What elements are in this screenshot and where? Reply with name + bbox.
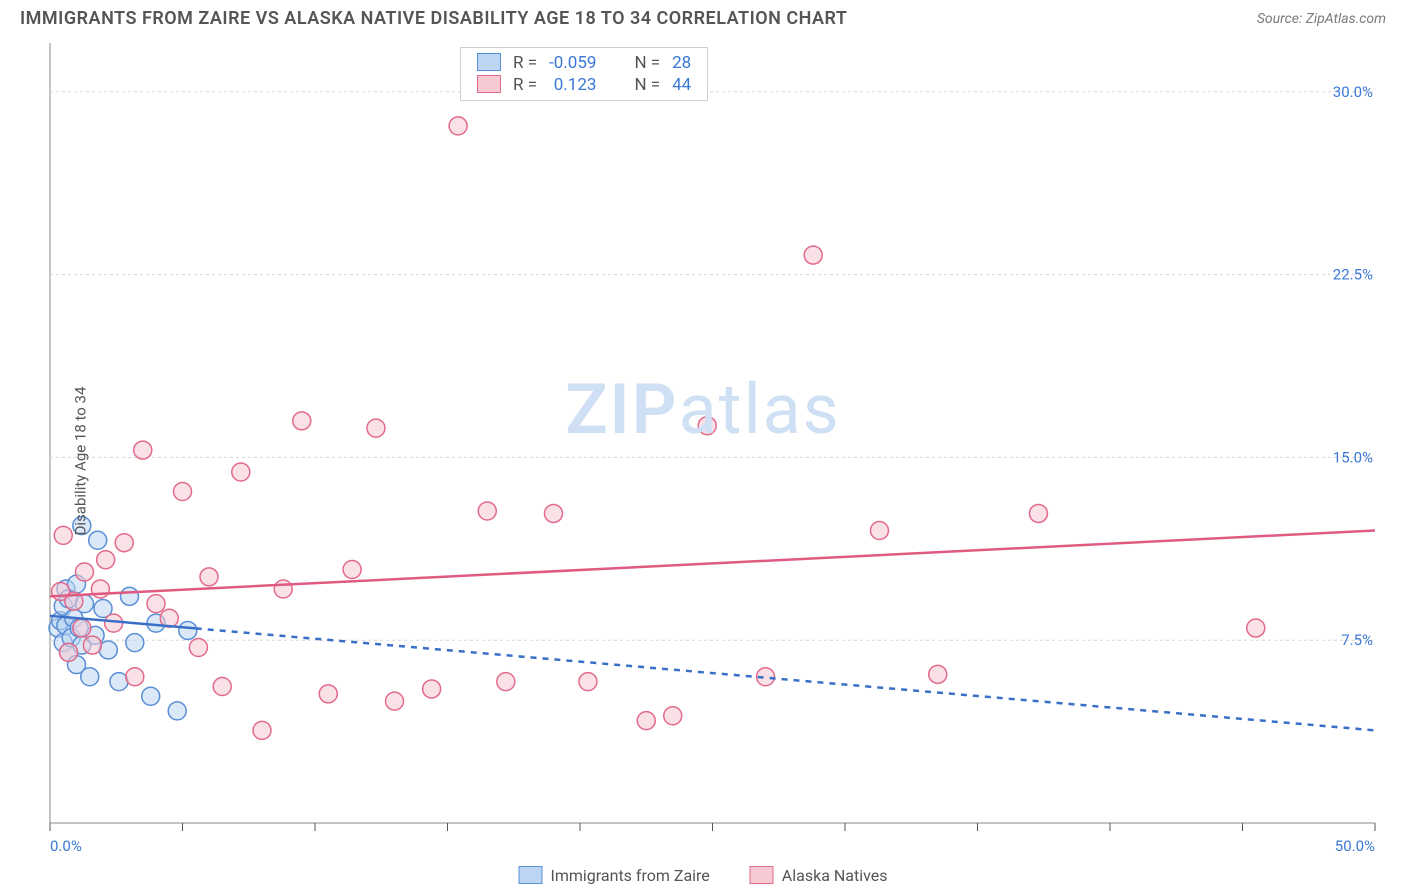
scatter-point <box>545 504 563 522</box>
scatter-point <box>189 639 207 657</box>
scatter-point <box>81 668 99 686</box>
legend-label: Immigrants from Zaire <box>551 866 710 885</box>
chart-svg: 0.0% 50.0% 7.5% 15.0% 22.5% 30.0% <box>0 33 1406 853</box>
scatter-point <box>89 531 107 549</box>
source-credit: Source: ZipAtlas.com <box>1257 11 1386 27</box>
stats-swatch <box>477 53 501 71</box>
svg-text:22.5%: 22.5% <box>1333 266 1373 284</box>
stats-r-label: R = <box>507 52 543 74</box>
scatter-point <box>579 673 597 691</box>
legend-label: Alaska Natives <box>782 866 888 885</box>
series-alaska <box>52 117 1265 740</box>
scatter-point <box>637 712 655 730</box>
svg-text:30.0%: 30.0% <box>1333 83 1373 101</box>
scatter-point <box>870 522 888 540</box>
scatter-point <box>174 483 192 501</box>
scatter-point <box>97 551 115 569</box>
scatter-point <box>126 634 144 652</box>
scatter-point <box>213 678 231 696</box>
stats-swatch <box>477 75 501 93</box>
chart-title: IMMIGRANTS FROM ZAIRE VS ALASKA NATIVE D… <box>20 8 848 29</box>
scatter-point <box>200 568 218 586</box>
scatter-point <box>253 721 271 739</box>
scatter-point <box>168 702 186 720</box>
scatter-point <box>274 580 292 598</box>
scatter-point <box>179 621 197 639</box>
stats-n-value: 44 <box>666 74 697 96</box>
scatter-point <box>1247 619 1265 637</box>
svg-text:0.0%: 0.0% <box>50 837 82 853</box>
scatter-point <box>75 563 93 581</box>
scatter-point <box>232 463 250 481</box>
scatter-point <box>449 117 467 135</box>
trend-line-alaska <box>50 531 1375 597</box>
scatter-point <box>664 707 682 725</box>
stats-r-value: -0.059 <box>543 52 602 74</box>
stats-box: R =-0.059 N =28 R =0.123 N =44 <box>460 47 708 101</box>
scatter-point <box>1029 504 1047 522</box>
scatter-point <box>698 417 716 435</box>
scatter-point <box>147 595 165 613</box>
chart-header: IMMIGRANTS FROM ZAIRE VS ALASKA NATIVE D… <box>0 0 1406 33</box>
scatter-point <box>478 502 496 520</box>
legend-swatch <box>750 866 774 884</box>
svg-text:50.0%: 50.0% <box>1335 837 1375 853</box>
stats-r-value: 0.123 <box>543 74 602 96</box>
scatter-point <box>60 643 78 661</box>
scatter-point <box>367 419 385 437</box>
scatter-point <box>134 441 152 459</box>
legend-item-alaska: Alaska Natives <box>750 866 888 885</box>
scatter-point <box>929 665 947 683</box>
legend-item-zaire: Immigrants from Zaire <box>519 866 710 885</box>
scatter-point <box>142 687 160 705</box>
scatter-point <box>73 619 91 637</box>
scatter-point <box>423 680 441 698</box>
scatter-point <box>386 692 404 710</box>
source-name: ZipAtlas.com <box>1306 11 1386 27</box>
stats-r-label: R = <box>507 74 543 96</box>
trend-line-ext-zaire <box>196 628 1375 730</box>
scatter-point <box>121 587 139 605</box>
scatter-point <box>343 561 361 579</box>
chart-area: Disability Age 18 to 34 ZIPatlas 0.0%50.… <box>0 33 1406 889</box>
stats-n-value: 28 <box>666 52 697 74</box>
stats-n-label: N = <box>628 74 666 96</box>
scatter-point <box>126 668 144 686</box>
scatter-point <box>293 412 311 430</box>
source-prefix: Source: <box>1257 11 1306 27</box>
scatter-point <box>115 534 133 552</box>
scatter-point <box>105 614 123 632</box>
scatter-point <box>497 673 515 691</box>
svg-text:7.5%: 7.5% <box>1341 631 1373 649</box>
scatter-point <box>319 685 337 703</box>
svg-text:15.0%: 15.0% <box>1333 448 1373 466</box>
scatter-point <box>804 246 822 264</box>
legend: Immigrants from Zaire Alaska Natives <box>519 866 888 885</box>
stats-n-label: N = <box>628 52 666 74</box>
scatter-point <box>83 636 101 654</box>
y-axis-label: Disability Age 18 to 34 <box>71 387 89 536</box>
legend-swatch <box>519 866 543 884</box>
scatter-point <box>54 526 72 544</box>
